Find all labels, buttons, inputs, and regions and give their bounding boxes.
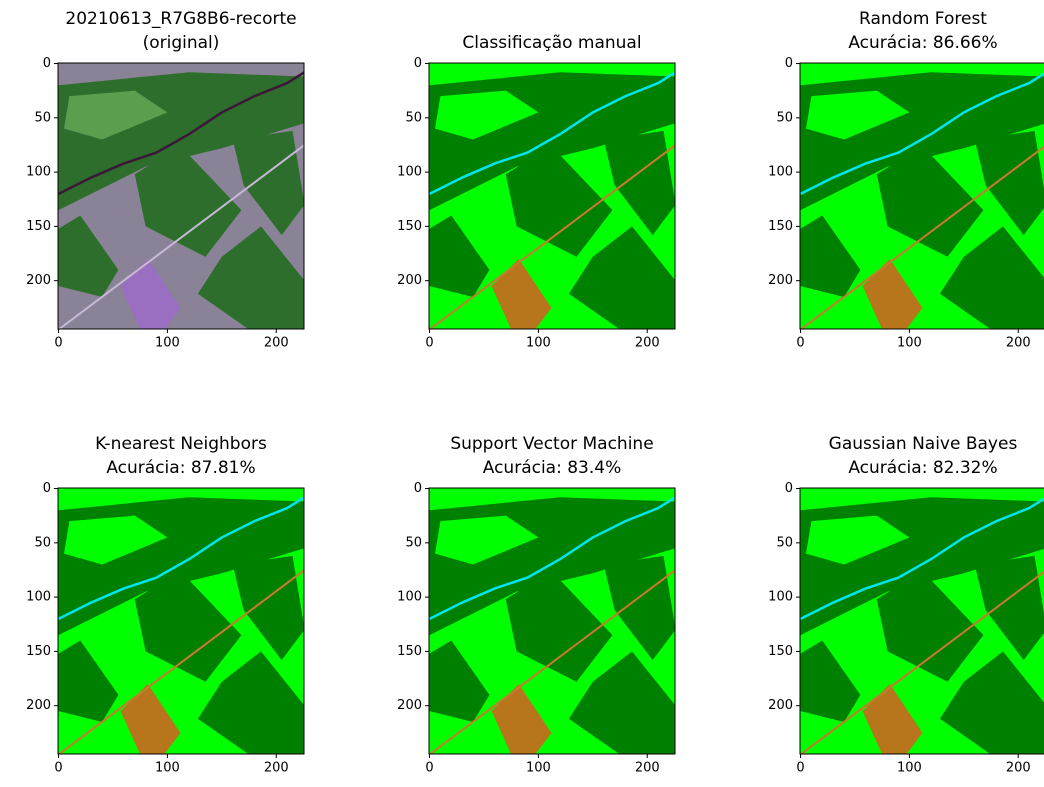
x-tick-label: 100 — [526, 761, 551, 776]
y-tick-label: 200 — [397, 698, 422, 713]
chart-subtitle: (original) — [143, 33, 220, 53]
x-tick-label: 100 — [155, 761, 180, 776]
y-tick-label: 150 — [768, 219, 793, 234]
chart-title: Support Vector Machine — [450, 434, 653, 454]
y-tick-label: 200 — [26, 273, 51, 288]
x-tick-label: 200 — [635, 761, 660, 776]
y-tick-label: 200 — [397, 273, 422, 288]
y-tick-label: 100 — [397, 165, 422, 180]
y-tick-label: 100 — [26, 165, 51, 180]
y-tick-label: 0 — [43, 481, 51, 496]
x-tick-label: 0 — [54, 761, 62, 776]
y-tick-label: 0 — [43, 56, 51, 71]
y-tick-label: 200 — [26, 698, 51, 713]
x-tick-label: 100 — [897, 761, 922, 776]
y-tick-label: 0 — [414, 56, 422, 71]
chart-title: Classificação manual — [462, 33, 641, 53]
chart-subtitle: Acurácia: 83.4% — [483, 458, 621, 478]
y-tick-label: 50 — [34, 110, 51, 125]
chart-title: 20210613_R7G8B6-recorte — [65, 9, 296, 29]
image — [429, 63, 676, 330]
image — [58, 63, 305, 330]
x-tick-label: 200 — [1006, 336, 1031, 351]
chart-subtitle: Acurácia: 82.32% — [848, 458, 997, 478]
image — [429, 488, 676, 755]
y-tick-label: 50 — [405, 110, 422, 125]
chart-title: Gaussian Naive Bayes — [829, 434, 1018, 454]
y-tick-label: 50 — [34, 535, 51, 550]
x-tick-label: 0 — [796, 336, 804, 351]
y-tick-label: 100 — [768, 165, 793, 180]
chart-title: Random Forest — [859, 9, 987, 29]
y-tick-label: 0 — [785, 56, 793, 71]
x-tick-label: 200 — [1006, 761, 1031, 776]
y-tick-label: 200 — [768, 698, 793, 713]
x-tick-label: 200 — [264, 761, 289, 776]
image — [800, 63, 1044, 330]
y-tick-label: 100 — [768, 590, 793, 605]
y-tick-label: 100 — [397, 590, 422, 605]
x-tick-label: 0 — [796, 761, 804, 776]
x-tick-label: 0 — [425, 336, 433, 351]
y-tick-label: 0 — [414, 481, 422, 496]
image — [800, 488, 1044, 755]
y-tick-label: 150 — [768, 644, 793, 659]
y-tick-label: 100 — [26, 590, 51, 605]
x-tick-label: 200 — [635, 336, 660, 351]
y-tick-label: 50 — [776, 110, 793, 125]
x-tick-label: 0 — [54, 336, 62, 351]
x-tick-label: 100 — [526, 336, 551, 351]
y-tick-label: 150 — [26, 219, 51, 234]
y-tick-label: 150 — [26, 644, 51, 659]
figure: 0 100 200 0 50 100 150 200 20210613_R7G8B6-recor… — [0, 0, 1044, 787]
y-tick-label: 50 — [405, 535, 422, 550]
y-tick-label: 200 — [768, 273, 793, 288]
y-tick-label: 150 — [397, 644, 422, 659]
y-tick-label: 0 — [785, 481, 793, 496]
x-tick-label: 200 — [264, 336, 289, 351]
image — [58, 488, 305, 755]
y-tick-label: 50 — [776, 535, 793, 550]
x-tick-label: 100 — [155, 336, 180, 351]
chart-subtitle: Acurácia: 87.81% — [106, 458, 255, 478]
y-tick-label: 150 — [397, 219, 422, 234]
chart-subtitle: Acurácia: 86.66% — [848, 33, 997, 53]
chart-title: K-nearest Neighbors — [95, 434, 267, 454]
x-tick-label: 0 — [425, 761, 433, 776]
x-tick-label: 100 — [897, 336, 922, 351]
